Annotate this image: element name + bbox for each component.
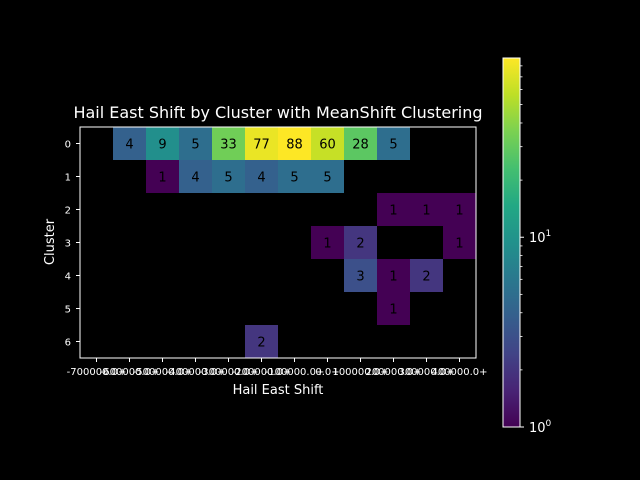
- heatmap-cells: [113, 127, 476, 358]
- y-tick-label: 5: [65, 305, 71, 316]
- heatmap-cell: [410, 193, 443, 226]
- heatmap-cell: [179, 160, 212, 193]
- cell-value-label: 1: [389, 270, 397, 285]
- x-tick-label: -200000.0+: [232, 367, 292, 378]
- cell-value-label: 1: [323, 237, 331, 252]
- heatmap-cell: [344, 259, 377, 292]
- heatmap-cell: [311, 127, 344, 160]
- x-tick-label: -100000.0+: [265, 367, 325, 378]
- chart-title: Hail East Shift by Cluster with MeanShif…: [73, 103, 482, 122]
- x-tick-label: -700000.0+: [67, 367, 127, 378]
- colorbar-ticks: 100 101: [520, 65, 552, 436]
- heatmap-cell: [443, 226, 476, 259]
- cell-value-label: 1: [158, 171, 166, 186]
- heatmap-cell: [410, 259, 443, 292]
- heatmap-cell: [344, 127, 377, 160]
- y-tick-label: 3: [65, 239, 71, 250]
- heatmap-cell: [278, 160, 311, 193]
- heatmap-cell: [245, 325, 278, 358]
- x-tick-label: -600000.0+: [100, 367, 160, 378]
- cell-value-label: 60: [319, 138, 336, 153]
- colorbar-tick-label: 100: [529, 419, 552, 436]
- cell-value-label: 2: [422, 270, 430, 285]
- x-axis-label: Hail East Shift: [233, 383, 324, 398]
- cell-value-label: 1: [389, 303, 397, 318]
- cell-value-label: 9: [158, 138, 166, 153]
- y-tick-label: 2: [65, 206, 71, 217]
- colorbar: [502, 57, 521, 428]
- cell-value-label: 1: [422, 204, 430, 219]
- heatmap-cell: [212, 160, 245, 193]
- x-tick-label: 100000.0+: [332, 367, 388, 378]
- heatmap-cell: [443, 193, 476, 226]
- x-axis-ticks: -700000.0+-600000.0+-500000.0+-400000.0+…: [67, 358, 488, 378]
- cell-value-label: 1: [455, 237, 463, 252]
- heatmap-cell: [311, 160, 344, 193]
- y-axis-label: Cluster: [43, 218, 58, 265]
- heatmap-cell: [311, 226, 344, 259]
- cell-value-label: 5: [191, 138, 199, 153]
- heatmap-cell: [377, 127, 410, 160]
- cell-value-label: 4: [191, 171, 199, 186]
- cell-value-label: 2: [356, 237, 364, 252]
- cell-value-label: 5: [224, 171, 232, 186]
- cell-value-label: 4: [257, 171, 265, 186]
- heatmap-cell: [377, 292, 410, 325]
- heatmap-cell: [245, 127, 278, 160]
- cell-value-label: 77: [253, 138, 270, 153]
- heatmap-cell: [377, 259, 410, 292]
- x-tick-label: 400000.0+: [431, 367, 487, 378]
- cell-value-label: 1: [389, 204, 397, 219]
- y-tick-label: 1: [65, 173, 71, 184]
- heatmap-cell: [278, 127, 311, 160]
- heatmap-cell: [377, 193, 410, 226]
- y-tick-label: 4: [65, 272, 71, 283]
- x-tick-label: -400000.0+: [166, 367, 226, 378]
- y-axis-ticks: 0 1 2 3 4 5 6: [65, 140, 80, 349]
- colorbar-tick-label: 101: [529, 229, 551, 246]
- heatmap-cell: [344, 226, 377, 259]
- heatmap-cell: [113, 127, 146, 160]
- cell-value-label: 5: [323, 171, 331, 186]
- cell-value-label: 28: [352, 138, 369, 153]
- cell-value-label: 4: [125, 138, 133, 153]
- heatmap-cell: [212, 127, 245, 160]
- heatmap-cell: [146, 127, 179, 160]
- heatmap-cell: [179, 127, 212, 160]
- cell-value-label: 88: [286, 138, 303, 153]
- y-tick-label: 6: [65, 338, 71, 349]
- x-tick-label: 200000.0+: [365, 367, 421, 378]
- x-tick-label: 300000.0+: [398, 367, 454, 378]
- cell-value-label: 2: [257, 336, 265, 351]
- x-tick-label: -300000.0+: [199, 367, 259, 378]
- cell-value-label: 33: [220, 138, 237, 153]
- heatmap-cell-labels: 4 9 5 33 77 88 60 28 5 1 4 5 4 5 5 1 1 1 1 2 1 3 1 2 1 2: [125, 138, 463, 351]
- cell-value-label: 1: [455, 204, 463, 219]
- heatmap-cell: [245, 160, 278, 193]
- cell-value-label: 3: [356, 270, 364, 285]
- x-tick-label: -500000.0+: [133, 367, 193, 378]
- x-tick-label: 0.0+: [315, 367, 339, 378]
- y-tick-label: 0: [65, 140, 71, 151]
- cell-value-label: 5: [389, 138, 397, 153]
- cell-value-label: 5: [290, 171, 298, 186]
- heatmap-cell: [146, 160, 179, 193]
